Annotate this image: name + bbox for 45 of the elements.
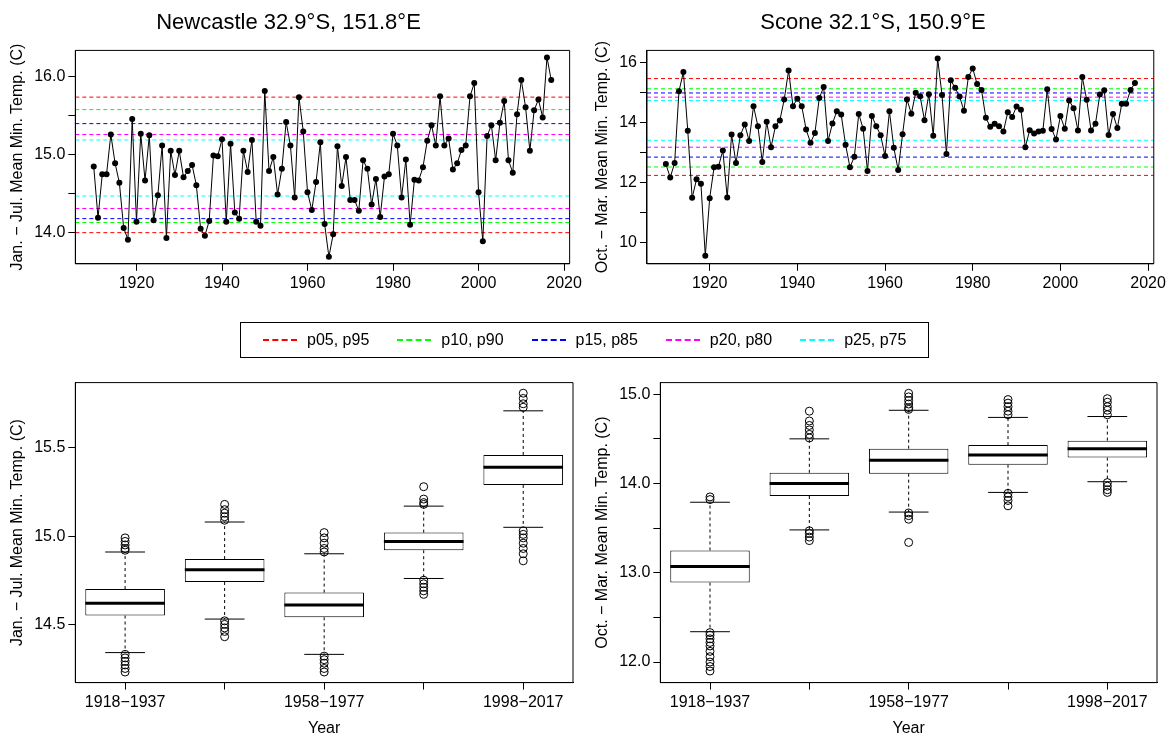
y-axis-title: Oct. − Mar. Mean Min. Temp. (C) xyxy=(593,416,611,649)
y-tick-label: 15.0 xyxy=(34,526,66,544)
x-tick-label: 1998−2017 xyxy=(482,692,564,710)
x-tick-label: 1940 xyxy=(779,273,816,291)
y-axis-title: Oct. − Mar. Mean Min. Temp. (C) xyxy=(593,40,611,274)
y-tick-label: 15.5 xyxy=(34,438,66,456)
x-tick-label: 2000 xyxy=(460,273,497,291)
x-tick-label: 1958−1977 xyxy=(868,692,950,710)
x-tick-label: 1920 xyxy=(691,273,728,291)
x-tick-label: 1958−1977 xyxy=(283,692,365,710)
y-tick-label: 14 xyxy=(619,113,638,131)
x-axis-title: Year xyxy=(308,718,342,736)
y-tick-label: 16 xyxy=(619,53,638,71)
x-tick-label: 1960 xyxy=(289,273,326,291)
legend-label: p20, p80 xyxy=(709,331,773,349)
y-axis-title: Jan. − Jul. Mean Min. Temp. (C) xyxy=(8,43,26,271)
legend-label: p10, p90 xyxy=(441,331,504,349)
x-tick-label: 1980 xyxy=(954,273,991,291)
y-tick-label: 14.0 xyxy=(34,223,66,241)
y-tick-label: 14.5 xyxy=(34,614,66,632)
x-tick-label: 1998−2017 xyxy=(1067,692,1148,710)
x-tick-label: 1940 xyxy=(204,273,240,291)
y-tick-label: 12.0 xyxy=(619,652,651,670)
y-tick-label: 10 xyxy=(619,233,638,251)
y-tick-label: 16.0 xyxy=(34,67,66,85)
legend-label: p05, p95 xyxy=(307,331,370,349)
y-axis-title: Jan. − Jul. Mean Min. Temp. (C) xyxy=(8,419,26,647)
legend-label: p25, p75 xyxy=(844,331,907,349)
x-tick-label: 1920 xyxy=(118,273,155,291)
y-tick-label: 13.0 xyxy=(619,563,651,581)
x-tick-label: 2020 xyxy=(1130,273,1166,291)
x-tick-label: 2000 xyxy=(1042,273,1079,291)
x-tick-label: 1918−1937 xyxy=(669,692,751,710)
x-tick-label: 1918−1937 xyxy=(84,692,166,710)
y-tick-label: 15.0 xyxy=(619,384,651,402)
x-tick-label: 2020 xyxy=(546,273,582,291)
y-tick-label: 15.0 xyxy=(34,145,66,163)
chart-title: Scone 32.1°S, 150.9°E xyxy=(760,9,986,35)
x-tick-label: 1960 xyxy=(867,273,903,291)
y-tick-label: 14.0 xyxy=(619,473,651,491)
x-tick-label: 1980 xyxy=(375,273,411,291)
y-tick-label: 12 xyxy=(619,173,638,191)
chart-title: Newcastle 32.9°S, 151.8°E xyxy=(156,9,421,35)
x-axis-title: Year xyxy=(892,718,926,736)
legend-label: p15, p85 xyxy=(575,331,638,349)
